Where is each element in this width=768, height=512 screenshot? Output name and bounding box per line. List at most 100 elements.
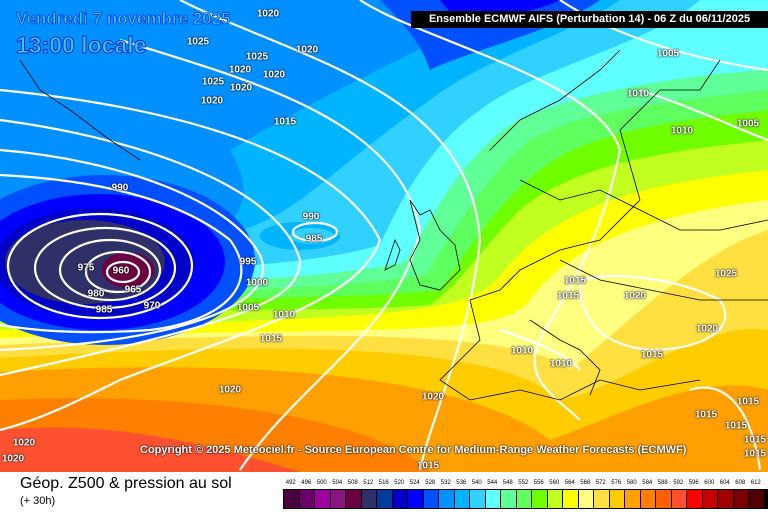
scale-tick-label: 536 — [456, 480, 467, 486]
scale-tick-label: 544 — [487, 480, 498, 486]
scale-tick-label: 584 — [642, 480, 653, 486]
scale-tick-label: 600 — [704, 480, 715, 486]
isobar-label: 1010 — [626, 88, 650, 100]
scale-swatch — [594, 490, 610, 508]
isobar-label: 1025 — [245, 51, 269, 63]
isobar-label: 1025 — [186, 36, 210, 48]
scale-tick-label: 492 — [285, 480, 296, 486]
valid-time: 13:00 locale — [16, 32, 147, 59]
isobar-label: 1015 — [736, 396, 760, 408]
isobar-label: 1010 — [510, 345, 534, 357]
scale-tick-label: 516 — [378, 480, 389, 486]
color-scale-legend: 492 496 500 504 508 512 516 520 524 528 532 536 540 5… — [283, 480, 768, 509]
isobar-label: 965 — [124, 284, 142, 296]
scale-swatch — [563, 490, 579, 508]
scale-tick-label: 596 — [688, 480, 699, 486]
isobar-label: 1015 — [259, 333, 283, 345]
valid-date: Vendredi 7 novembre 2025 — [16, 9, 231, 29]
scale-tick-label: 580 — [626, 480, 637, 486]
scale-swatch — [547, 490, 563, 508]
pressure-geopotential-map — [0, 0, 768, 472]
isobar-label: 1020 — [695, 323, 719, 335]
scale-swatch — [578, 490, 594, 508]
isobar-label: 1020 — [1, 453, 25, 465]
scale-swatch — [315, 490, 331, 508]
isobar-label: 1010 — [670, 125, 694, 137]
isobar-label: 995 — [239, 256, 257, 268]
scale-tick-label: 564 — [564, 480, 575, 486]
scale-swatch — [687, 490, 703, 508]
scale-swatch — [470, 490, 486, 508]
scale-swatch — [749, 490, 765, 508]
scale-swatch — [439, 490, 455, 508]
scale-swatch — [454, 490, 470, 508]
isobar-label: 1025 — [201, 76, 225, 88]
scale-swatch — [392, 490, 408, 508]
scale-tick-label: 532 — [440, 480, 451, 486]
scale-tick-label: 572 — [595, 480, 606, 486]
isobar-label: 1000 — [245, 277, 269, 289]
model-run-header: Ensemble ECMWF AIFS (Perturbation 14) - … — [411, 11, 768, 28]
parameter-title: Géop. Z500 & pression au sol — [20, 475, 232, 492]
scale-swatch — [330, 490, 346, 508]
isobar-label: 1020 — [12, 437, 36, 449]
isobar-label: 1015 — [724, 420, 748, 432]
scale-tick-label: 556 — [533, 480, 544, 486]
scale-swatch — [702, 490, 718, 508]
footer: Géop. Z500 & pression au sol (+ 30h) 492… — [0, 472, 768, 512]
isobar-label: 1010 — [549, 358, 573, 370]
isobar-label: 1010 — [272, 309, 296, 321]
isobar-label: 1005 — [736, 118, 760, 130]
scale-swatch — [656, 490, 672, 508]
isobar-label: 1020 — [421, 391, 445, 403]
scale-swatch — [609, 490, 625, 508]
isobar-label: 1025 — [714, 268, 738, 280]
isobar-label: 1020 — [218, 384, 242, 396]
scale-tick-label: 524 — [409, 480, 420, 486]
scale-swatch — [501, 490, 517, 508]
scale-tick-label: 500 — [316, 480, 327, 486]
isobar-label: 1005 — [656, 48, 680, 60]
scale-tick-label: 592 — [673, 480, 684, 486]
isobar-label: 970 — [143, 300, 161, 312]
isobar-label: 990 — [302, 211, 320, 223]
scale-tick-label: 576 — [611, 480, 622, 486]
isobar-label: 985 — [95, 304, 113, 316]
isobar-label: 1015 — [640, 349, 664, 361]
isobar-label: 1015 — [694, 409, 718, 421]
scale-tick-label: 604 — [719, 480, 730, 486]
scale-tick-label: 552 — [518, 480, 529, 486]
scale-swatch — [423, 490, 439, 508]
isobar-label: 1020 — [200, 95, 224, 107]
forecast-lead-time: (+ 30h) — [20, 495, 56, 507]
isobar-label: 1020 — [262, 69, 286, 81]
scale-swatch — [625, 490, 641, 508]
scale-swatch — [640, 490, 656, 508]
scale-tick-label: 548 — [502, 480, 513, 486]
isobar-label: 1015 — [273, 116, 297, 128]
isobar-label: 1015 — [743, 434, 767, 446]
scale-swatch — [346, 490, 362, 508]
scale-swatch — [532, 490, 548, 508]
copyright-notice: Copyright © 2025 Meteociel.fr - Source E… — [140, 444, 687, 456]
scale-tick-label: 540 — [471, 480, 482, 486]
isobar-label: 1020 — [228, 64, 252, 76]
isobar-label: 1020 — [229, 82, 253, 94]
scale-tick-label: 528 — [425, 480, 436, 486]
isobar-label: 990 — [111, 182, 129, 194]
isobar-label: 1015 — [416, 460, 440, 472]
scale-tick-label: 588 — [657, 480, 668, 486]
scale-tick-label: 520 — [394, 480, 405, 486]
scale-swatch — [718, 490, 734, 508]
scale-swatch — [516, 490, 532, 508]
scale-swatch — [733, 490, 749, 508]
scale-swatch — [408, 490, 424, 508]
isobar-label: 1015 — [563, 275, 587, 287]
scale-swatch — [299, 490, 315, 508]
scale-swatch — [284, 490, 300, 508]
scale-tick-label: 568 — [580, 480, 591, 486]
isobar-label: 960 — [112, 265, 130, 277]
isobar-label: 980 — [87, 288, 105, 300]
isobar-label: 1020 — [623, 290, 647, 302]
scale-ticks: 492 496 500 504 508 512 516 520 524 528 532 536 540 5… — [283, 480, 768, 489]
